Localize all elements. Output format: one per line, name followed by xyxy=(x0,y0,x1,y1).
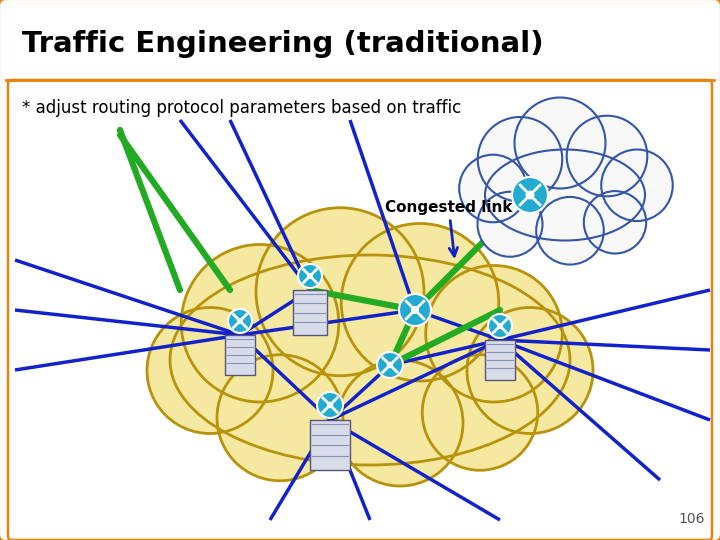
FancyBboxPatch shape xyxy=(225,335,255,375)
FancyBboxPatch shape xyxy=(310,420,350,470)
Text: Congested link: Congested link xyxy=(385,200,513,256)
Circle shape xyxy=(584,191,647,253)
Circle shape xyxy=(601,150,672,221)
Circle shape xyxy=(307,273,313,279)
Circle shape xyxy=(298,264,322,288)
Circle shape xyxy=(515,98,606,188)
Text: * adjust routing protocol parameters based on traffic: * adjust routing protocol parameters bas… xyxy=(22,99,462,117)
Circle shape xyxy=(399,294,431,326)
Circle shape xyxy=(327,402,333,408)
Circle shape xyxy=(426,266,562,402)
Circle shape xyxy=(411,306,419,314)
Circle shape xyxy=(147,307,273,434)
Circle shape xyxy=(337,360,463,486)
FancyBboxPatch shape xyxy=(8,80,712,540)
Circle shape xyxy=(459,154,527,222)
Circle shape xyxy=(181,245,338,402)
Circle shape xyxy=(497,323,503,329)
Ellipse shape xyxy=(485,150,645,240)
Circle shape xyxy=(377,352,403,378)
Circle shape xyxy=(567,116,647,197)
Circle shape xyxy=(526,191,534,199)
Circle shape xyxy=(478,117,562,201)
Circle shape xyxy=(237,318,243,324)
Circle shape xyxy=(512,177,548,213)
Ellipse shape xyxy=(170,255,570,465)
Circle shape xyxy=(317,392,343,418)
Circle shape xyxy=(536,197,604,265)
Circle shape xyxy=(387,362,393,368)
Circle shape xyxy=(217,355,343,481)
Circle shape xyxy=(477,192,542,256)
Circle shape xyxy=(228,309,252,333)
Circle shape xyxy=(256,208,424,376)
FancyBboxPatch shape xyxy=(293,290,327,335)
FancyBboxPatch shape xyxy=(485,340,515,380)
Text: Traffic Engineering (traditional): Traffic Engineering (traditional) xyxy=(22,30,544,58)
Text: 106: 106 xyxy=(678,512,705,526)
Circle shape xyxy=(488,314,512,338)
Circle shape xyxy=(467,307,593,434)
Circle shape xyxy=(341,224,499,381)
Circle shape xyxy=(422,355,538,470)
